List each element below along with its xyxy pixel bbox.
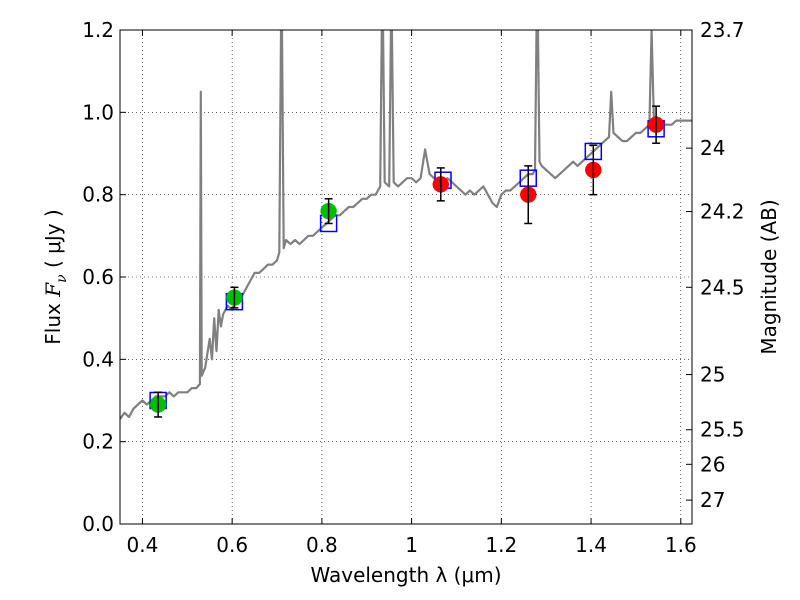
x-tick-label: 1.6	[665, 533, 697, 557]
y-tick-label: 0.2	[82, 430, 114, 454]
y-tick-label: 0.6	[82, 265, 114, 289]
ticks-layer: 0.4 0.6 0.8 1 1.2 1.4 1.6 0.0 0.2 0.4 0.6 0.8 1.0 1.2…	[82, 18, 744, 557]
y-axis-label-prefix: Flux	[41, 297, 65, 345]
x-tick-label: 0.4	[127, 533, 159, 557]
y-axis-label: Flux Fν ( μJy )	[41, 209, 70, 344]
y2-tick-label: 24.5	[700, 275, 745, 299]
y-tick-label: 1.0	[82, 100, 114, 124]
x-tick-label: 1.2	[485, 533, 517, 557]
x-axis-label: Wavelength λ (μm)	[310, 563, 501, 587]
y-axis-label-symbol: F	[41, 282, 65, 298]
x-tick-label: 1	[405, 533, 418, 557]
y-tick-label: 0.4	[82, 347, 114, 371]
markers-layer	[149, 105, 665, 418]
y2-tick-label: 25.5	[700, 418, 745, 442]
y2-axis-label: Magnitude (AB)	[757, 199, 781, 354]
y2-tick-label: 27	[700, 488, 725, 512]
y2-tick-label: 24.2	[700, 200, 745, 224]
y-axis-label-subscript: ν	[54, 274, 70, 283]
y2-tick-label: 24	[700, 136, 725, 160]
y-tick-label: 0.8	[82, 183, 114, 207]
y-tick-label: 0.0	[82, 512, 114, 536]
x-tick-label: 0.6	[216, 533, 248, 557]
x-tick-label: 1.4	[575, 533, 607, 557]
y2-tick-label: 23.7	[700, 18, 745, 42]
y-tick-label: 1.2	[82, 18, 114, 42]
y2-tick-label: 26	[700, 452, 725, 476]
y-axis-label-unit: ( μJy )	[41, 209, 65, 274]
y2-tick-label: 25	[700, 363, 725, 387]
x-tick-label: 0.8	[306, 533, 338, 557]
